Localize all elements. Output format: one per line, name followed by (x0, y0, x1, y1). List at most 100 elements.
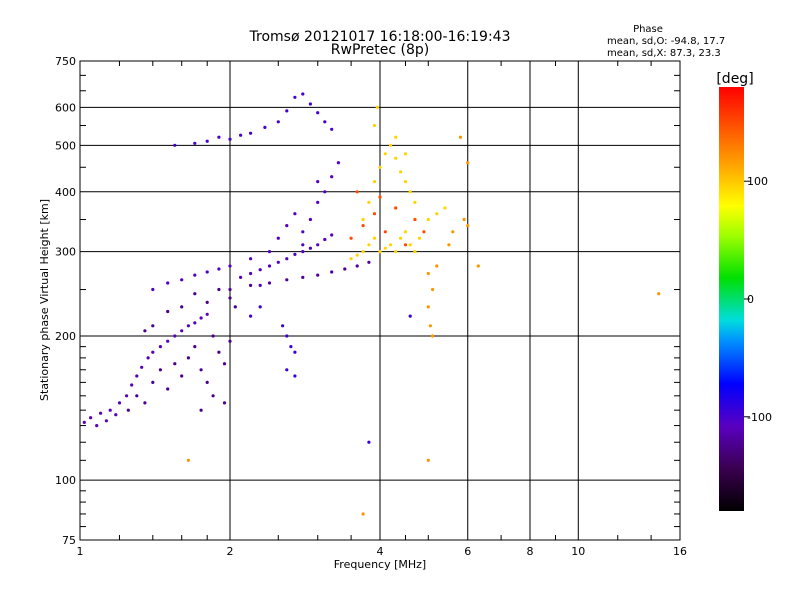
data-point (222, 362, 227, 366)
data-point (158, 345, 162, 349)
data-point (316, 111, 320, 115)
data-point (180, 374, 184, 378)
data-point (135, 394, 139, 398)
data-point (293, 212, 297, 216)
x-tick-label: 10 (571, 545, 585, 558)
data-point (193, 141, 197, 145)
data-point (239, 133, 243, 137)
data-point (361, 512, 365, 516)
data-point (394, 135, 398, 139)
data-point (422, 230, 426, 234)
data-point (249, 283, 253, 287)
data-point (267, 250, 272, 254)
data-point (394, 206, 398, 210)
data-point (276, 120, 280, 124)
data-point (193, 345, 197, 349)
data-point (143, 329, 147, 333)
data-point (249, 314, 253, 318)
data-point (462, 217, 466, 222)
data-point (205, 270, 209, 274)
phase-stats-o-mode: mean, sd,O: -94.8, 17.7 (607, 36, 725, 47)
data-point (89, 416, 93, 420)
data-point (193, 292, 197, 296)
data-point (435, 264, 439, 268)
data-point (330, 233, 334, 237)
minor-ticks (80, 61, 680, 540)
data-point (228, 264, 232, 268)
y-tick-label: 400 (55, 186, 76, 199)
data-point (151, 324, 155, 328)
colorbar-label: [deg] (716, 71, 753, 87)
data-point (361, 224, 365, 228)
data-point (330, 127, 334, 131)
data-point (403, 243, 408, 247)
data-point (166, 387, 170, 391)
data-point (330, 270, 334, 274)
colorbar-ticks: -100 0 100 (744, 175, 772, 424)
data-point (372, 212, 377, 216)
data-point (217, 135, 221, 139)
y-tick-label: 200 (55, 330, 76, 343)
x-tick-label: 4 (377, 545, 384, 558)
data-point (431, 287, 435, 292)
data-point (394, 156, 398, 160)
data-point (316, 200, 320, 204)
data-point (403, 180, 408, 184)
data-point (349, 257, 353, 261)
data-point (394, 250, 398, 254)
data-point (276, 236, 280, 240)
data-point (399, 236, 403, 240)
data-point (426, 271, 430, 276)
data-point (117, 401, 122, 405)
data-point (267, 264, 272, 268)
data-point (173, 334, 177, 338)
data-point (166, 309, 170, 314)
y-axis-ticks: 75 100 200 300 400 500 600 750 (55, 55, 76, 547)
data-point (399, 170, 403, 174)
data-point (657, 292, 661, 296)
colorbar-tick-label: 100 (747, 175, 768, 188)
data-point (316, 243, 320, 247)
data-point (301, 250, 305, 254)
data-point (217, 267, 221, 271)
data-point (443, 206, 447, 210)
data-point (285, 278, 289, 282)
data-point (104, 419, 108, 423)
data-point (308, 102, 312, 106)
colorbar-gradient (719, 87, 744, 511)
data-point (426, 458, 430, 462)
data-point (193, 321, 197, 325)
data-point (199, 408, 203, 412)
data-point (180, 305, 184, 309)
data-point (323, 237, 327, 242)
data-point (211, 334, 215, 338)
data-point (166, 339, 170, 343)
data-point (95, 424, 99, 428)
data-point (301, 275, 305, 279)
data-point (466, 161, 470, 165)
data-point (140, 365, 144, 369)
data-point (82, 420, 86, 424)
data-point (378, 250, 382, 254)
data-point (186, 458, 190, 462)
data-point (217, 350, 221, 354)
data-point (263, 125, 267, 129)
x-tick-label: 6 (464, 545, 471, 558)
y-tick-label: 75 (62, 534, 76, 547)
data-point (330, 175, 334, 179)
data-point (151, 287, 155, 292)
data-point (372, 123, 377, 128)
data-point (173, 362, 177, 366)
y-tick-label: 500 (55, 139, 76, 152)
data-point (249, 131, 253, 135)
data-point (285, 368, 289, 372)
data-point (428, 324, 432, 328)
data-point (205, 312, 209, 316)
data-point (199, 316, 203, 320)
data-point (323, 120, 327, 124)
data-point (285, 334, 289, 338)
data-point (426, 217, 430, 222)
data-point (355, 264, 359, 268)
data-point (372, 180, 377, 184)
